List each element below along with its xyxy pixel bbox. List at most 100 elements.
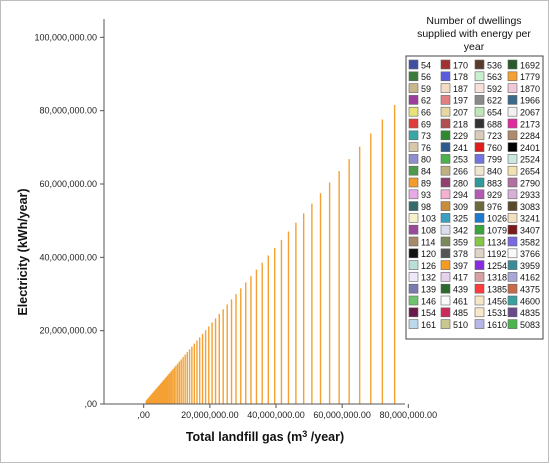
legend-swatch-1385	[474, 283, 485, 294]
y-tick-label-5: 100,000,000.00	[34, 32, 97, 42]
legend-swatch-266	[440, 165, 451, 176]
legend-swatch-126	[408, 260, 419, 270]
legend-swatch-622	[474, 95, 485, 105]
legend-swatch-536	[474, 59, 485, 70]
legend-label-510: 510	[453, 320, 468, 330]
legend-swatch-439	[440, 283, 451, 294]
legend-swatch-1192	[474, 248, 485, 259]
legend-swatch-2173	[507, 118, 518, 129]
legend-label-73: 73	[421, 131, 431, 141]
legend-label-3582: 3582	[520, 237, 540, 247]
legend-swatch-1966	[507, 95, 518, 105]
legend-swatch-98	[408, 201, 419, 211]
legend-label-161: 161	[421, 320, 436, 330]
legend-label-883: 883	[487, 178, 502, 188]
legend-label-342: 342	[453, 226, 468, 236]
y-tick-label-4: 80,000,000.00	[39, 106, 97, 116]
legend-swatch-253	[440, 154, 451, 164]
x-tick-label-2: 40,000,000.00	[247, 410, 305, 420]
legend-swatch-1254	[474, 260, 485, 270]
legend-swatch-132	[408, 272, 419, 282]
legend-label-241: 241	[453, 143, 468, 153]
legend-title-line-3: year	[464, 41, 485, 53]
legend-swatch-1026	[474, 213, 485, 223]
legend-title-line-1: Number of dwellings	[426, 15, 521, 27]
legend-label-309: 309	[453, 202, 468, 212]
y-tick-label-2: 40,000,000.00	[39, 252, 97, 262]
legend-label-1318: 1318	[487, 273, 507, 283]
legend-swatch-563	[474, 71, 485, 82]
legend-label-976: 976	[487, 202, 502, 212]
legend-label-59: 59	[421, 84, 431, 94]
legend-label-1531: 1531	[487, 308, 507, 318]
x-tick-label-3: 60,000,000.00	[313, 410, 371, 420]
legend-label-126: 126	[421, 261, 436, 271]
legend-label-622: 622	[487, 96, 502, 106]
legend-label-688: 688	[487, 119, 502, 129]
legend-swatch-359	[440, 236, 451, 247]
legend-swatch-120	[408, 248, 419, 259]
legend-label-417: 417	[453, 273, 468, 283]
legend-label-799: 799	[487, 155, 502, 165]
legend-swatch-461	[440, 295, 451, 306]
legend-label-397: 397	[453, 261, 468, 271]
legend-swatch-197	[440, 95, 451, 105]
legend-label-1134: 1134	[487, 237, 506, 247]
legend-label-2173: 2173	[520, 119, 540, 129]
legend-label-207: 207	[453, 108, 468, 118]
legend-swatch-3959	[507, 260, 518, 270]
legend-label-120: 120	[421, 249, 436, 259]
legend-swatch-654	[474, 106, 485, 117]
legend-label-178: 178	[453, 72, 468, 82]
legend-label-1079: 1079	[487, 226, 507, 236]
legend-label-359: 359	[453, 237, 468, 247]
legend-label-1456: 1456	[487, 296, 507, 306]
legend-label-3407: 3407	[520, 226, 540, 236]
x-tick-label-0: ,00	[137, 410, 150, 420]
legend-swatch-1870	[507, 83, 518, 93]
legend-swatch-723	[474, 130, 485, 141]
legend-swatch-976	[474, 201, 485, 211]
legend-swatch-510	[440, 319, 451, 329]
legend-label-4162: 4162	[520, 273, 540, 283]
legend-label-3241: 3241	[520, 214, 540, 224]
legend-label-2933: 2933	[520, 190, 540, 200]
legend-label-229: 229	[453, 131, 468, 141]
legend-label-80: 80	[421, 155, 431, 165]
legend-label-592: 592	[487, 84, 502, 94]
legend-label-54: 54	[421, 60, 431, 70]
legend-swatch-5083	[507, 319, 518, 329]
legend-swatch-4162	[507, 272, 518, 282]
legend-label-4600: 4600	[520, 296, 540, 306]
legend-label-1254: 1254	[487, 261, 507, 271]
legend-swatch-3766	[507, 248, 518, 259]
legend-swatch-1610	[474, 319, 485, 329]
legend-swatch-139	[408, 283, 419, 294]
legend-swatch-2790	[507, 177, 518, 188]
legend-label-5083: 5083	[520, 320, 540, 330]
legend-label-56: 56	[421, 72, 431, 82]
y-axis-title: Electricity (kWh/year)	[16, 188, 30, 315]
legend-label-723: 723	[487, 131, 502, 141]
legend-label-84: 84	[421, 167, 431, 177]
legend-swatch-161	[408, 319, 419, 329]
legend-label-1192: 1192	[487, 249, 506, 259]
legend-swatch-840	[474, 165, 485, 176]
legend-label-439: 439	[453, 285, 468, 295]
x-axis-title-superscript: 3	[302, 429, 307, 439]
legend-label-1692: 1692	[520, 60, 540, 70]
legend-swatch-1318	[474, 272, 485, 282]
legend-label-132: 132	[421, 273, 436, 283]
legend-swatch-342	[440, 224, 451, 235]
legend-label-2790: 2790	[520, 178, 540, 188]
legend-swatch-69	[408, 118, 419, 129]
x-axis: ,00 20,000,000.00 40,000,000.00 60,000,000.…	[104, 403, 437, 420]
x-tick-label-1: 20,000,000.00	[181, 410, 239, 420]
legend-label-76: 76	[421, 143, 431, 153]
legend-swatch-485	[440, 307, 451, 318]
legend-swatch-4600	[507, 295, 518, 306]
legend-label-536: 536	[487, 60, 502, 70]
legend-label-840: 840	[487, 167, 502, 177]
legend-swatch-207	[440, 106, 451, 117]
